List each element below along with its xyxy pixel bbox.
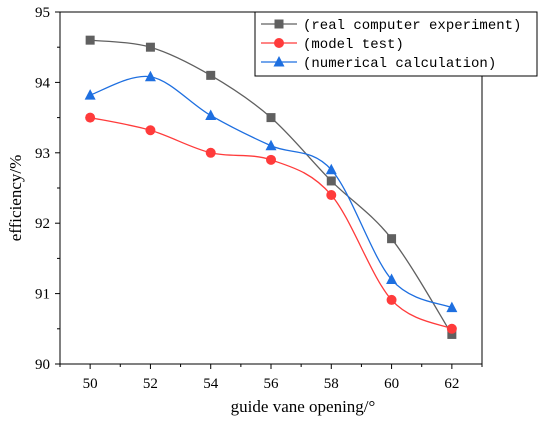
- series-line: [90, 39, 453, 335]
- y-tick-label: 91: [35, 287, 50, 303]
- data-point: [446, 301, 458, 313]
- x-tick-label: 56: [264, 376, 280, 392]
- axes: 50 52 54 56 58 60 62 90 91 92 93 94 95: [35, 5, 483, 392]
- x-tick-label: 50: [83, 376, 98, 392]
- data-point: [386, 294, 397, 305]
- data-point: [205, 147, 216, 158]
- data-point: [387, 234, 397, 244]
- legend-marker: [274, 38, 284, 48]
- y-tick-label: 95: [35, 5, 50, 21]
- data-point: [144, 70, 156, 82]
- x-tick-label: 58: [324, 376, 339, 392]
- legend: (real computer experiment) (model test) (n…: [254, 11, 538, 77]
- data-point: [446, 323, 457, 334]
- series-1: [85, 35, 457, 339]
- data-point: [145, 125, 156, 136]
- data-point: [326, 176, 336, 186]
- data-point: [85, 35, 95, 45]
- x-tick-label: 52: [143, 376, 158, 392]
- series-layer: [84, 35, 458, 339]
- legend-label: (model test): [303, 37, 404, 53]
- y-tick-label: 94: [35, 75, 51, 91]
- y-tick-label: 93: [35, 146, 50, 162]
- y-tick-label: 92: [35, 216, 50, 232]
- y-axis-label: efficiency/%: [6, 155, 25, 242]
- legend-marker: [274, 19, 284, 29]
- data-point: [447, 329, 457, 339]
- data-point: [145, 42, 155, 52]
- legend-label: (real computer experiment): [303, 18, 521, 34]
- series-2: [85, 112, 457, 334]
- data-point: [85, 112, 96, 123]
- data-point: [326, 190, 337, 201]
- data-point: [266, 113, 276, 123]
- x-axis-label: guide vane opening/°: [231, 397, 376, 416]
- x-tick-label: 54: [203, 376, 219, 392]
- series-line: [89, 75, 453, 309]
- x-tick-label: 60: [384, 376, 399, 392]
- legend-box: [254, 11, 538, 77]
- data-point: [325, 163, 337, 175]
- data-point: [386, 273, 398, 285]
- y-tick-label: 90: [35, 357, 50, 373]
- data-point: [205, 109, 217, 120]
- data-point: [265, 139, 277, 151]
- legend-label: (numerical calculation): [303, 56, 496, 72]
- series-3: [84, 70, 458, 313]
- legend-marker: [273, 56, 285, 67]
- data-point: [266, 154, 276, 165]
- data-point: [206, 70, 216, 80]
- data-point: [84, 89, 96, 100]
- x-tick-label: 62: [444, 376, 459, 392]
